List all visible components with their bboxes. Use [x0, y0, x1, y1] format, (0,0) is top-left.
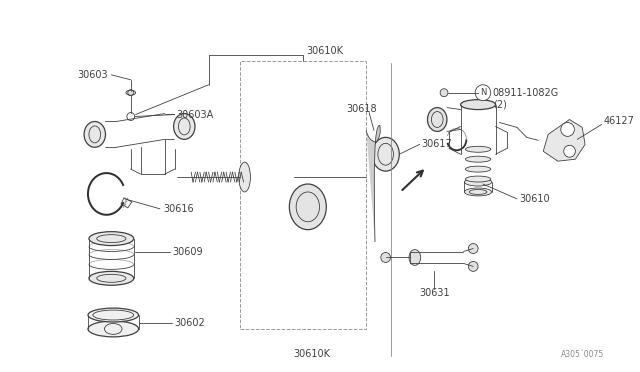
Ellipse shape [126, 90, 136, 95]
Text: 30602: 30602 [175, 318, 205, 328]
Ellipse shape [465, 176, 491, 182]
Ellipse shape [289, 184, 326, 230]
Text: 08911-1082G: 08911-1082G [493, 88, 559, 98]
Ellipse shape [89, 232, 134, 246]
Circle shape [468, 262, 478, 271]
Bar [240, 61, 366, 329]
Text: 30610: 30610 [519, 194, 550, 204]
Text: 30618: 30618 [347, 103, 378, 113]
Ellipse shape [372, 137, 399, 171]
Polygon shape [543, 119, 585, 161]
Circle shape [475, 85, 491, 101]
PathPatch shape [366, 125, 380, 142]
Text: N: N [480, 88, 486, 97]
Ellipse shape [465, 178, 492, 186]
Ellipse shape [465, 146, 491, 152]
Ellipse shape [173, 113, 195, 140]
Text: A305´0075: A305´0075 [561, 350, 605, 359]
Text: 30610K: 30610K [293, 349, 330, 359]
Ellipse shape [89, 271, 134, 285]
Text: 30610K: 30610K [306, 46, 343, 56]
Circle shape [468, 244, 478, 253]
Text: 30603: 30603 [78, 70, 108, 80]
Ellipse shape [88, 321, 139, 337]
Circle shape [564, 145, 575, 157]
Ellipse shape [428, 108, 447, 131]
Ellipse shape [465, 156, 491, 162]
Text: 30631: 30631 [420, 288, 451, 298]
Ellipse shape [465, 166, 491, 172]
Circle shape [440, 89, 448, 97]
Text: 30616: 30616 [163, 204, 193, 214]
Text: 30617: 30617 [422, 139, 452, 149]
Text: 30603A: 30603A [177, 109, 214, 119]
Text: 30609: 30609 [173, 247, 204, 257]
Ellipse shape [239, 162, 250, 192]
Ellipse shape [84, 122, 106, 147]
Ellipse shape [88, 308, 139, 322]
Circle shape [381, 253, 390, 262]
Ellipse shape [409, 250, 420, 265]
Ellipse shape [461, 100, 495, 110]
Text: 46127: 46127 [604, 116, 634, 126]
Circle shape [561, 122, 574, 137]
Text: (2): (2) [493, 100, 506, 110]
Ellipse shape [465, 188, 492, 196]
